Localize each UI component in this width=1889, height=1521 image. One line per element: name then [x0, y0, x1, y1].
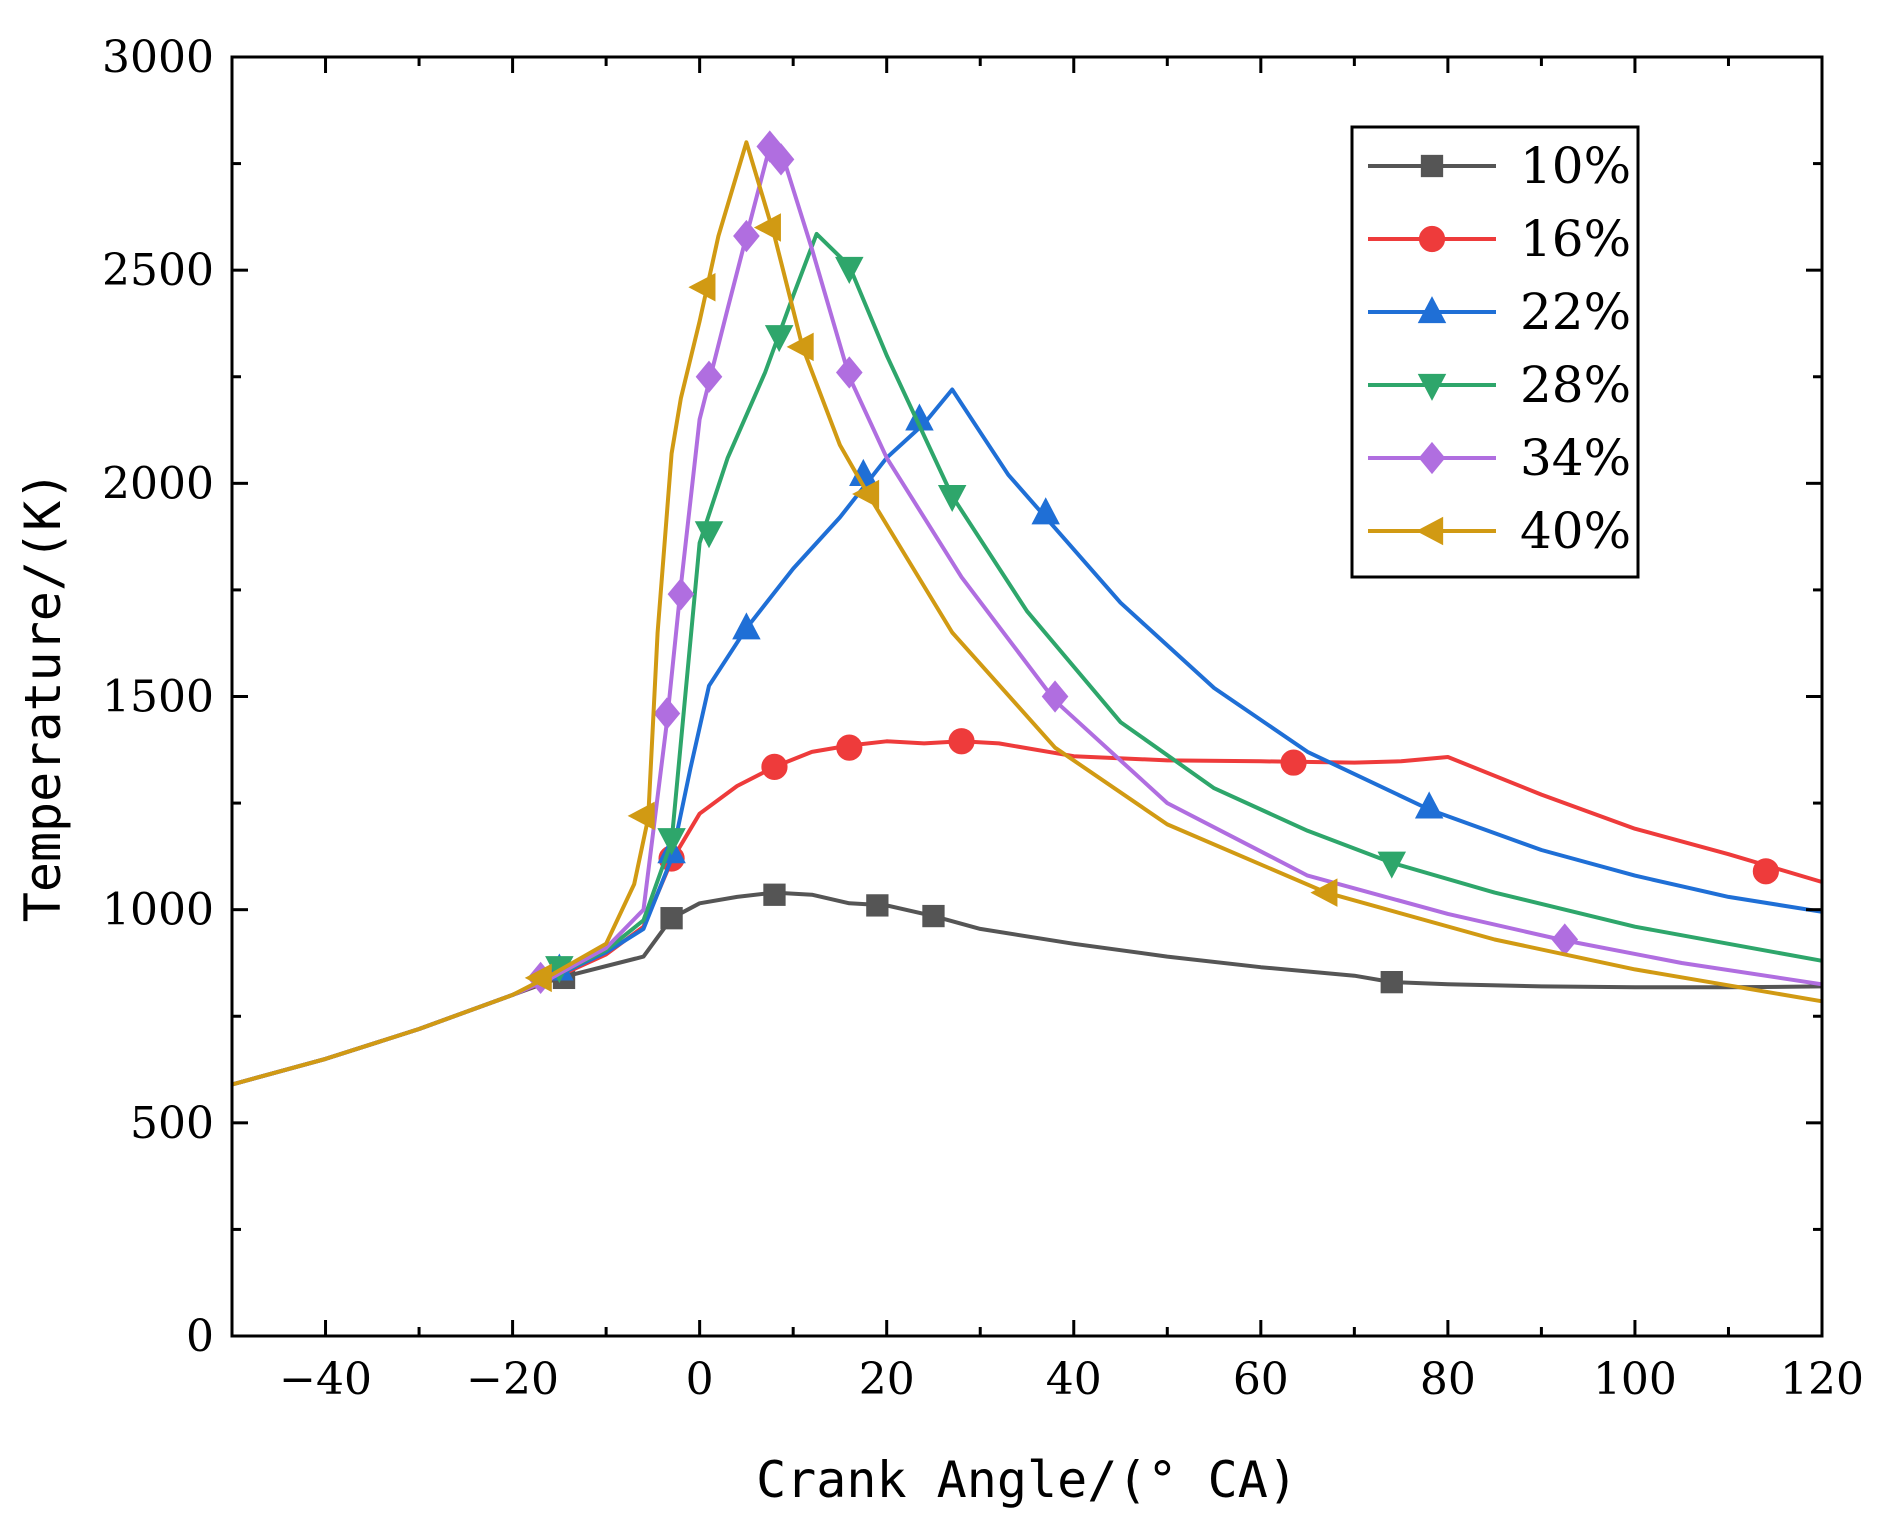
data-point [653, 697, 681, 730]
data-point [1417, 373, 1447, 401]
data-point [1280, 749, 1307, 776]
x-tick-label: 60 [1233, 1354, 1289, 1405]
data-point [627, 801, 655, 831]
data-point [688, 272, 716, 302]
x-tick-label: 120 [1780, 1354, 1864, 1405]
legend-label: 40% [1520, 502, 1631, 560]
x-tick-label: 40 [1046, 1354, 1102, 1405]
data-point [657, 828, 686, 856]
legend-item: 28% [1368, 356, 1631, 414]
data-point [1420, 154, 1444, 178]
data-point [753, 213, 781, 242]
legend-box [1350, 125, 1640, 579]
y-tick-label: 1500 [102, 672, 214, 723]
legend-label: 10% [1520, 137, 1631, 195]
legend-label: 28% [1520, 356, 1631, 414]
legend-label: 22% [1520, 283, 1631, 341]
x-tick-label: −40 [279, 1354, 372, 1405]
series-40pct [231, 140, 1823, 1087]
legend-item: 40% [1368, 502, 1631, 560]
legend-item: 22% [1368, 283, 1631, 341]
series-16pct [231, 728, 1823, 1087]
data-point [524, 963, 552, 993]
x-tick-label: 20 [859, 1354, 915, 1405]
x-tick-label: 100 [1593, 1354, 1677, 1405]
y-tick-label: 3000 [102, 32, 214, 83]
data-point [767, 143, 795, 176]
data-point [764, 325, 794, 353]
data-point [1380, 970, 1403, 994]
y-tick-label: 500 [130, 1098, 214, 1149]
data-point [694, 521, 724, 549]
y-axis-title: Temperature/(K) [14, 471, 72, 923]
x-tick-label: −20 [466, 1354, 559, 1405]
data-point [852, 479, 880, 509]
data-point [835, 356, 863, 389]
data-point [835, 256, 864, 284]
legend-label: 34% [1520, 429, 1631, 487]
data-point [667, 578, 695, 611]
legend-label: 16% [1520, 210, 1631, 268]
series-layer [231, 130, 1823, 1087]
data-point [1418, 225, 1446, 253]
legend-item: 34% [1368, 429, 1631, 487]
data-point [1414, 791, 1444, 819]
data-point [1031, 497, 1060, 525]
x-axis-title: Crank Angle/(° CA) [756, 1451, 1298, 1509]
legend-item: 10% [1368, 137, 1631, 195]
data-point [732, 612, 761, 640]
data-point [1417, 296, 1447, 324]
data-point [1418, 441, 1446, 475]
data-point [695, 360, 723, 393]
y-tick-label: 2500 [102, 245, 214, 296]
ticks-layer: −40 −20 0 20 40 60 80 100 120 0 500 1000 1500 2000 250… [102, 32, 1864, 1405]
legend-item: 16% [1368, 210, 1631, 268]
data-point [922, 904, 945, 928]
data-point [660, 907, 683, 930]
data-point [786, 332, 814, 362]
data-point [761, 753, 788, 780]
data-point [1377, 851, 1407, 879]
data-point [1041, 680, 1069, 713]
legend: 10% 16% 22% 28% 34% 40% [1350, 125, 1640, 579]
y-tick-label: 2000 [102, 458, 214, 509]
x-tick-label: 80 [1420, 1354, 1476, 1405]
data-point [1752, 858, 1779, 885]
data-point [1310, 878, 1338, 907]
data-point [836, 734, 863, 761]
x-tick-label: 0 [686, 1354, 714, 1405]
data-point [733, 219, 760, 253]
data-point [866, 894, 889, 917]
data-point [937, 484, 967, 513]
data-point [1416, 516, 1444, 546]
data-point [763, 883, 786, 906]
y-tick-label: 1000 [102, 885, 214, 936]
y-tick-label: 0 [186, 1311, 214, 1362]
data-point [948, 728, 975, 755]
